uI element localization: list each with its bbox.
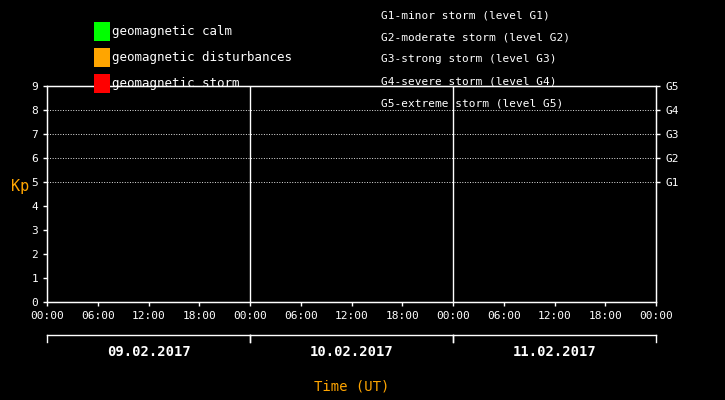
Text: G3-strong storm (level G3): G3-strong storm (level G3) <box>381 54 556 64</box>
Text: G1-minor storm (level G1): G1-minor storm (level G1) <box>381 10 550 20</box>
Text: 10.02.2017: 10.02.2017 <box>310 344 394 358</box>
Text: 11.02.2017: 11.02.2017 <box>513 344 597 358</box>
Text: geomagnetic storm: geomagnetic storm <box>112 77 240 90</box>
Text: G2-moderate storm (level G2): G2-moderate storm (level G2) <box>381 32 570 42</box>
Text: 09.02.2017: 09.02.2017 <box>107 344 191 358</box>
Text: G4-severe storm (level G4): G4-severe storm (level G4) <box>381 76 556 86</box>
Text: G5-extreme storm (level G5): G5-extreme storm (level G5) <box>381 98 563 108</box>
Text: Time (UT): Time (UT) <box>314 380 389 394</box>
Y-axis label: Kp: Kp <box>11 179 29 194</box>
Text: geomagnetic disturbances: geomagnetic disturbances <box>112 51 292 64</box>
Text: geomagnetic calm: geomagnetic calm <box>112 25 233 38</box>
